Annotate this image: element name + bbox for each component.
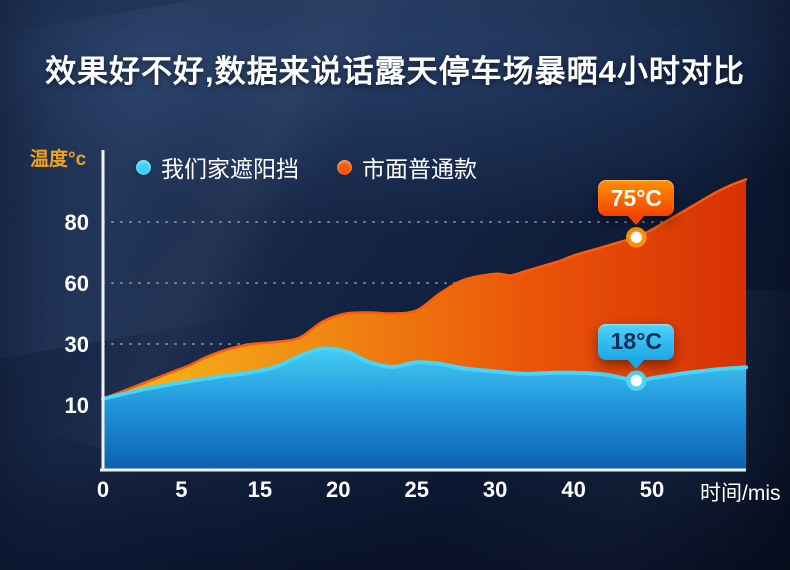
annotation-pointer <box>627 358 646 369</box>
y-axis-title: 温度°c <box>30 149 87 170</box>
annotation-18c: 18°C <box>598 323 675 369</box>
legend-item-market: 市面普通款 <box>337 150 477 184</box>
y-tick-label: 60 <box>65 271 89 296</box>
x-tick-label: 5 <box>175 477 187 502</box>
x-tick-label: 20 <box>326 477 350 502</box>
x-tick-label: 15 <box>248 477 272 502</box>
legend-dot-cyan <box>136 159 151 175</box>
tick-labels: 10 30 60 80 0 5 15 20 25 30 40 50 <box>65 210 665 502</box>
legend-item-ours: 我们家遮阳挡 <box>136 150 299 184</box>
y-tick-label: 30 <box>65 332 89 357</box>
series-ours <box>101 346 749 469</box>
annotation-75c-label: 75°C <box>610 184 662 211</box>
x-tick-label: 0 <box>97 477 109 502</box>
axes <box>100 150 746 472</box>
annotation-18c-label: 18°C <box>610 328 662 355</box>
x-tick-label: 50 <box>640 477 664 502</box>
y-tick-label: 80 <box>65 210 89 235</box>
x-axis-title: 时间/mis <box>700 482 781 505</box>
data-point-marker <box>626 227 647 248</box>
annotation-75c: 75°C <box>598 180 675 226</box>
data-point-marker <box>626 370 647 391</box>
legend-label-market: 市面普通款 <box>362 156 477 182</box>
x-tick-label: 25 <box>404 477 428 502</box>
annotation-pointer <box>627 215 646 226</box>
legend: 我们家遮阳挡 市面普通款 <box>136 150 477 184</box>
legend-label-ours: 我们家遮阳挡 <box>161 156 299 182</box>
y-tick-label: 10 <box>65 393 89 418</box>
x-tick-label: 30 <box>483 477 507 502</box>
chart-title: 效果好不好,数据来说话露天停车场暴晒4小时对比 <box>45 54 745 89</box>
legend-dot-orange <box>337 159 352 175</box>
x-tick-label: 40 <box>561 477 585 502</box>
